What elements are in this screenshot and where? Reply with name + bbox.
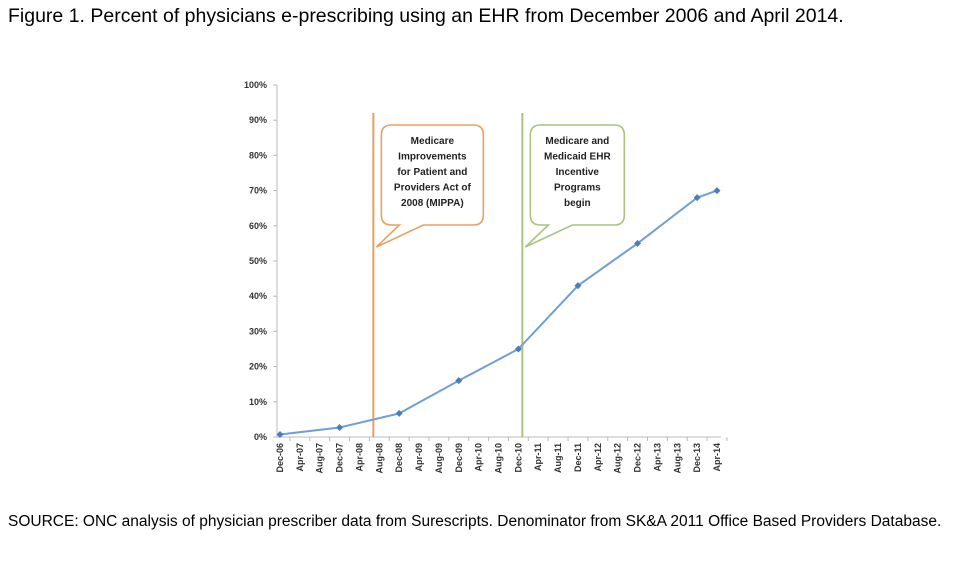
x-tick-label: Apr-09 [414, 443, 424, 472]
x-tick-label: Aug-07 [315, 443, 325, 474]
annotation-text: for Patient and [397, 167, 467, 178]
annotation-text: Medicare [411, 136, 455, 147]
x-tick-label: Dec-13 [692, 443, 702, 473]
y-tick-label: 30% [249, 326, 267, 336]
annotation-callout [375, 124, 485, 248]
x-tick-label: Apr-10 [474, 443, 484, 472]
x-tick-label: Apr-11 [533, 443, 543, 471]
annotation-callout [524, 124, 626, 248]
data-point [574, 282, 582, 290]
data-point [514, 345, 522, 353]
y-tick-label: 50% [249, 256, 267, 266]
y-tick-label: 70% [249, 186, 267, 196]
x-tick-label: Dec-08 [394, 443, 404, 473]
y-tick-label: 10% [249, 397, 267, 407]
data-point [336, 423, 344, 431]
data-point [455, 377, 463, 385]
data-point [276, 431, 284, 439]
annotation-text: Improvements [398, 152, 467, 163]
x-tick-label: Apr-07 [295, 443, 305, 472]
source-note: SOURCE: ONC analysis of physician prescr… [8, 513, 942, 530]
annotation-text: Incentive [556, 167, 600, 178]
x-tick-label: Dec-10 [513, 443, 523, 473]
x-tick-label: Dec-11 [573, 443, 583, 472]
data-point [713, 187, 721, 195]
x-tick-label: Apr-14 [712, 443, 722, 472]
y-tick-label: 40% [249, 291, 267, 301]
y-tick-label: 90% [249, 115, 267, 125]
x-tick-label: Aug-09 [434, 443, 444, 474]
annotation-text: Medicaid EHR [544, 152, 611, 163]
series-line [279, 189, 718, 436]
figure-title: Figure 1. Percent of physicians e-prescr… [8, 5, 844, 27]
annotation-text: 2008 (MIPPA) [401, 198, 464, 209]
x-tick-label: Aug-08 [374, 443, 384, 474]
x-tick-label: Dec-07 [335, 443, 345, 473]
data-point [693, 194, 701, 202]
x-tick-label: Apr-13 [652, 443, 662, 472]
x-tick-label: Dec-12 [633, 443, 643, 473]
y-tick-label: 100% [244, 80, 267, 90]
y-tick-label: 60% [249, 221, 267, 231]
x-tick-label: Dec-09 [454, 443, 464, 473]
x-tick-label: Apr-08 [354, 443, 364, 472]
x-tick-label: Aug-11 [553, 443, 563, 473]
annotation-text: Programs [554, 183, 601, 194]
annotation-text: Medicare and [545, 136, 609, 147]
x-tick-label: Aug-13 [672, 443, 682, 474]
x-tick-label: Apr-12 [593, 443, 603, 472]
y-tick-label: 20% [249, 362, 267, 372]
data-point [395, 409, 403, 417]
data-point [634, 239, 642, 247]
annotation-text: Providers Act of [394, 183, 472, 194]
x-tick-label: Dec-06 [275, 443, 285, 473]
y-tick-label: 80% [249, 150, 267, 160]
x-tick-label: Aug-10 [494, 443, 504, 474]
x-tick-label: Aug-12 [613, 443, 623, 474]
annotation-text: begin [564, 198, 591, 209]
y-tick-label: 0% [254, 432, 267, 442]
